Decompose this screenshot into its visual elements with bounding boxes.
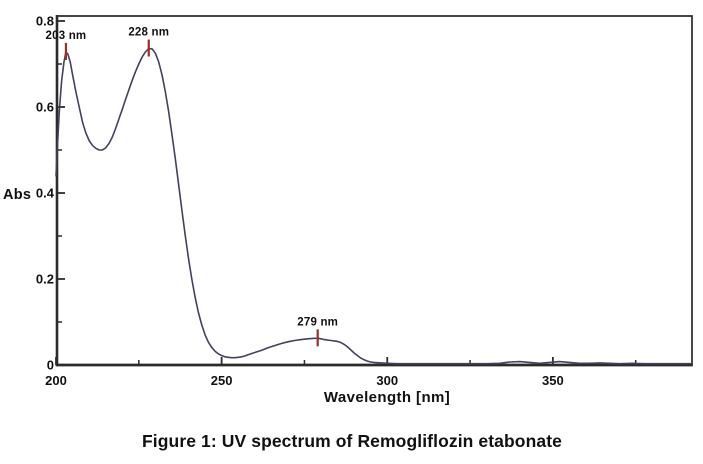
peak-label: 279 nm bbox=[297, 316, 338, 328]
plot-border bbox=[56, 15, 693, 365]
peak-annotations: 203 nm 228 nm 279 nm bbox=[46, 27, 338, 347]
y-axis-title: Abs bbox=[3, 187, 31, 203]
peak-label: 203 nm bbox=[46, 30, 87, 42]
y-tick-label: 0.8 bbox=[36, 14, 54, 29]
peak-label: 228 nm bbox=[128, 27, 169, 39]
y-axis-ticks bbox=[56, 20, 65, 366]
y-tick-label: 0 bbox=[47, 358, 54, 373]
y-tick-label: 0.6 bbox=[36, 100, 54, 115]
x-tick-label: 350 bbox=[542, 373, 564, 388]
y-tick-label: 0.4 bbox=[36, 186, 55, 201]
spectrum-curve bbox=[55, 47, 692, 365]
y-tick-label: 0.2 bbox=[36, 272, 54, 287]
figure-caption: Figure 1: UV spectrum of Remogliflozin e… bbox=[142, 431, 562, 451]
x-tick-label: 250 bbox=[211, 373, 233, 388]
y-axis-tick-labels: 0 0.2 0.4 0.6 0.8 bbox=[36, 14, 55, 373]
x-tick-label: 200 bbox=[45, 373, 67, 388]
x-axis-title: Wavelength [nm] bbox=[324, 389, 450, 406]
x-tick-label: 300 bbox=[376, 373, 398, 388]
x-axis-tick-labels: 200 250 300 350 bbox=[45, 373, 564, 388]
